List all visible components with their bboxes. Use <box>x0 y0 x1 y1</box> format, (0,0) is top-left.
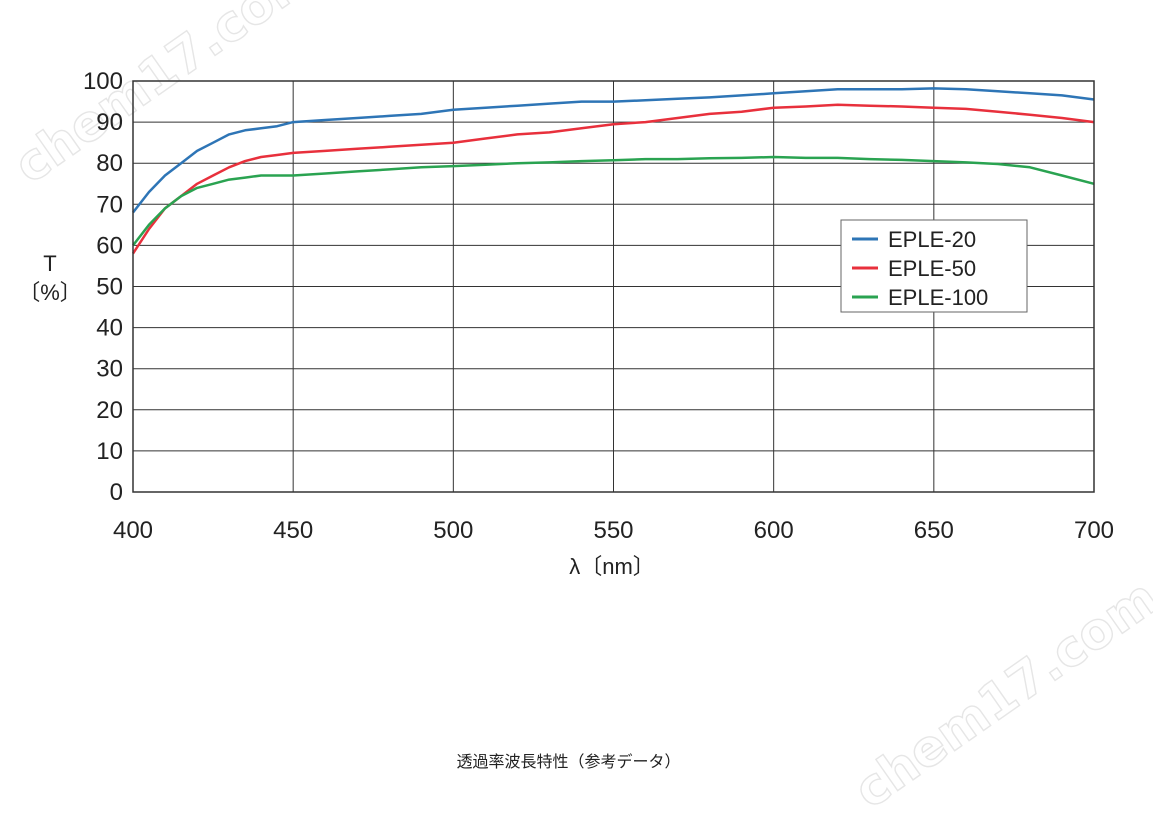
chart-caption: 透過率波長特性（参考データ） <box>456 752 681 771</box>
x-tick-label-650: 650 <box>914 517 954 544</box>
legend-label-eple-100: EPLE-100 <box>888 285 988 310</box>
y-tick-label-70: 70 <box>96 191 123 218</box>
series-line-eple-50 <box>131 103 1095 255</box>
x-tick-label-500: 500 <box>433 517 473 544</box>
x-tick-label-450: 450 <box>273 517 313 544</box>
series-line-eple-100 <box>132 155 1095 247</box>
y-tick-label-0: 0 <box>110 479 123 506</box>
watermark-top-left: chem17.com <box>4 0 329 195</box>
x-tick-label-700: 700 <box>1074 517 1114 544</box>
y-tick-label-100: 100 <box>83 68 123 95</box>
x-tick-label-400: 400 <box>113 517 153 544</box>
y-tick-labels: 0 10 20 30 40 50 60 70 80 90 100 <box>83 68 123 506</box>
legend-label-eple-50: EPLE-50 <box>888 256 976 281</box>
y-tick-label-40: 40 <box>96 315 123 342</box>
y-axis-label-line2: 〔%〕 <box>18 280 82 305</box>
y-tick-label-50: 50 <box>96 274 123 301</box>
watermark-bottom-right: chem17.com <box>844 568 1153 820</box>
legend-label-eple-20: EPLE-20 <box>888 227 976 252</box>
y-tick-label-90: 90 <box>96 109 123 136</box>
x-axis-label: λ〔nm〕 <box>569 554 655 579</box>
y-tick-label-60: 60 <box>96 232 123 259</box>
x-tick-label-550: 550 <box>593 517 633 544</box>
y-tick-label-20: 20 <box>96 397 123 424</box>
x-tick-label-600: 600 <box>754 517 794 544</box>
x-tick-labels: 400 450 500 550 600 650 700 <box>113 517 1114 544</box>
plot-frame <box>132 80 1095 493</box>
y-tick-label-30: 30 <box>96 356 123 383</box>
legend: EPLE-20 EPLE-50 EPLE-100 <box>840 219 1028 313</box>
y-tick-label-10: 10 <box>96 438 123 465</box>
y-tick-label-80: 80 <box>96 150 123 177</box>
y-axis-label-line1: T <box>43 251 56 276</box>
series-lines <box>131 87 1095 255</box>
series-line-eple-20 <box>132 87 1095 214</box>
